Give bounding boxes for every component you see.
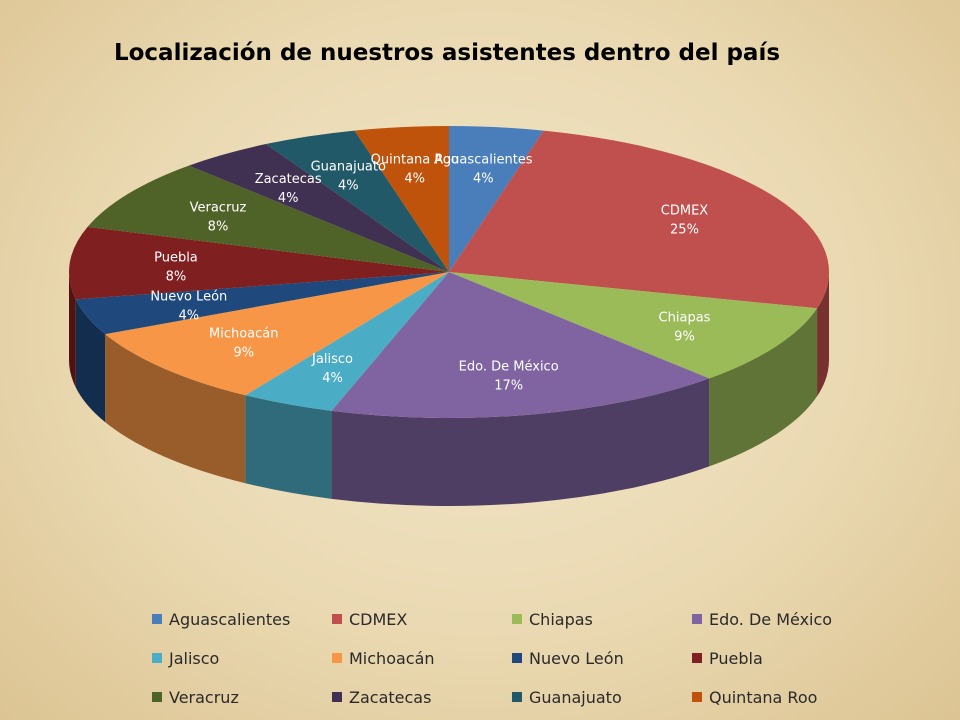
legend-label: Edo. De México bbox=[709, 609, 833, 629]
legend-label: Michoacán bbox=[349, 648, 435, 668]
legend-swatch bbox=[692, 692, 702, 702]
slice-label-jalisco: Jalisco bbox=[311, 352, 353, 367]
pie-side-cdmex bbox=[817, 272, 829, 397]
pie-slice-puebla bbox=[68, 226, 449, 300]
slice-value-michoacan: 9% bbox=[233, 346, 254, 361]
legend-item-puebla: Puebla bbox=[692, 647, 882, 669]
legend-swatch bbox=[152, 653, 162, 663]
legend-label: Guanajuato bbox=[529, 687, 622, 707]
legend-swatch bbox=[512, 614, 522, 624]
slice-label-zacatecas: Zacatecas bbox=[255, 172, 322, 187]
legend-swatch bbox=[332, 653, 342, 663]
legend-label: Chiapas bbox=[529, 609, 593, 629]
pie-slice-chiapas bbox=[449, 272, 818, 379]
pie-slice-jalisco bbox=[245, 272, 449, 411]
slice-value-zacatecas: 4% bbox=[278, 191, 299, 206]
slice-value-quintana-roo: 4% bbox=[404, 172, 425, 187]
legend-item-quintana-roo: Quintana Roo bbox=[692, 686, 882, 708]
pie-slice-cdmex bbox=[449, 130, 829, 309]
pie-slice-veracruz bbox=[87, 165, 450, 272]
pie-side-michoacan bbox=[105, 334, 246, 484]
legend-item-zacatecas: Zacatecas bbox=[332, 686, 512, 708]
pie-chart: Aguascalientes 4% CDMEX 25% Chiapas 9% Edo. De… bbox=[68, 126, 829, 506]
legend-label: Aguascalientes bbox=[169, 609, 291, 629]
pie-slice-guanajuato bbox=[265, 130, 449, 272]
slice-value-cdmex: 25% bbox=[670, 222, 699, 237]
legend: Aguascalientes CDMEX Chiapas Edo. De México… bbox=[152, 608, 872, 708]
slice-value-nuevo-leon: 4% bbox=[178, 308, 199, 323]
slice-label-nuevo-leon: Nuevo León bbox=[150, 289, 227, 304]
slice-value-aguascalientes: 4% bbox=[473, 172, 494, 187]
pie-side-puebla bbox=[69, 272, 76, 388]
legend-swatch bbox=[332, 692, 342, 702]
slice-value-chiapas: 9% bbox=[674, 330, 695, 345]
legend-item-aguascalientes: Aguascalientes bbox=[152, 608, 332, 630]
slice-value-jalisco: 4% bbox=[322, 371, 343, 386]
legend-label: Jalisco bbox=[169, 648, 220, 668]
slice-label-michoacan: Michoacán bbox=[209, 327, 279, 342]
slice-label-guanajuato: Guanajuato bbox=[311, 159, 386, 174]
slice-label-edo-de-mexico: Edo. De México bbox=[459, 360, 559, 375]
legend-label: CDMEX bbox=[349, 609, 408, 629]
pie-side-chiapas bbox=[709, 308, 818, 467]
slice-label-quintana-roo: Quintana Roo bbox=[371, 153, 459, 168]
pie-slice-nuevo-leon bbox=[75, 272, 450, 335]
pie-side-edo-de-mexico bbox=[331, 378, 710, 506]
legend-item-guanajuato: Guanajuato bbox=[512, 686, 692, 708]
pie-side-jalisco bbox=[245, 395, 332, 499]
legend-label: Zacatecas bbox=[349, 687, 432, 707]
slice-label-cdmex: CDMEX bbox=[661, 203, 709, 218]
legend-item-edo-de-mexico: Edo. De México bbox=[692, 608, 882, 630]
legend-swatch bbox=[512, 653, 522, 663]
slice-label-chiapas: Chiapas bbox=[659, 311, 711, 326]
pie-side-nuevo-leon bbox=[75, 299, 106, 423]
legend-swatch bbox=[152, 614, 162, 624]
legend-item-nuevo-leon: Nuevo León bbox=[512, 647, 692, 669]
legend-item-veracruz: Veracruz bbox=[152, 686, 332, 708]
pie-slice-quintana-roo bbox=[354, 126, 449, 272]
legend-label: Veracruz bbox=[169, 687, 239, 707]
legend-item-cdmex: CDMEX bbox=[332, 608, 512, 630]
slice-label-puebla: Puebla bbox=[154, 250, 198, 265]
pie-slice-aguascalientes bbox=[449, 126, 544, 272]
pie-slice-edo-de-mexico bbox=[331, 272, 710, 418]
chart-title: Localización de nuestros asistentes dent… bbox=[113, 40, 781, 66]
slice-value-veracruz: 8% bbox=[208, 220, 229, 235]
slice-value-edo-de-mexico: 17% bbox=[494, 379, 523, 394]
legend-swatch bbox=[692, 653, 702, 663]
slice-label-aguascalientes: Aguascalientes bbox=[434, 153, 533, 168]
legend-swatch bbox=[512, 692, 522, 702]
legend-label: Nuevo León bbox=[529, 648, 624, 668]
pie-slice-zacatecas bbox=[188, 144, 449, 272]
pie-slice-michoacan bbox=[105, 272, 450, 396]
slice-value-puebla: 8% bbox=[166, 269, 187, 284]
legend-swatch bbox=[152, 692, 162, 702]
legend-item-michoacan: Michoacán bbox=[332, 647, 512, 669]
legend-item-chiapas: Chiapas bbox=[512, 608, 692, 630]
legend-swatch bbox=[692, 614, 702, 624]
legend-label: Puebla bbox=[709, 648, 763, 668]
slice-label-veracruz: Veracruz bbox=[190, 201, 247, 216]
slice-value-guanajuato: 4% bbox=[338, 178, 359, 193]
legend-label: Quintana Roo bbox=[709, 687, 818, 707]
legend-item-jalisco: Jalisco bbox=[152, 647, 332, 669]
legend-swatch bbox=[332, 614, 342, 624]
